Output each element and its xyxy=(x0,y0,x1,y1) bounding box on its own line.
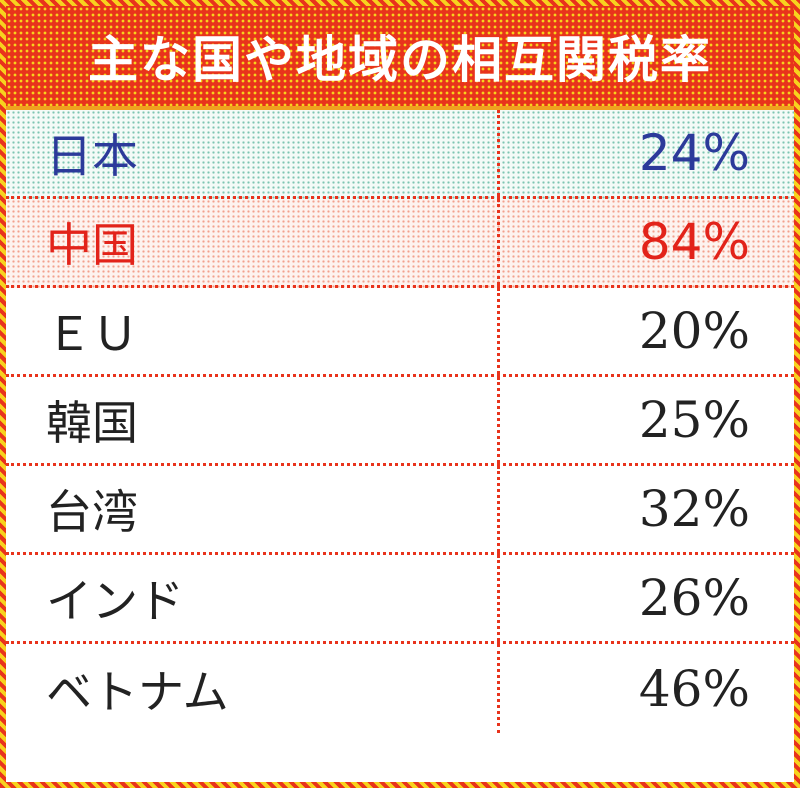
table-row-taiwan: 台湾 32% xyxy=(6,466,794,555)
tariff-rate: 24% xyxy=(638,124,750,182)
tariff-rate: 20% xyxy=(638,302,750,360)
country-name: 日本 xyxy=(6,110,500,196)
tariff-rate: 26% xyxy=(638,569,750,627)
table-row-korea: 韓国 25% xyxy=(6,377,794,466)
country-name: 台湾 xyxy=(6,466,500,552)
country-name: インド xyxy=(6,555,500,641)
table-row-japan: 日本 24% xyxy=(6,110,794,199)
country-name: ベトナム xyxy=(6,644,500,733)
country-name: 中国 xyxy=(6,199,500,285)
table-title: 主な国や地域の相互関税率 xyxy=(88,31,712,89)
tariff-rate: 84% xyxy=(638,213,750,271)
country-name: 韓国 xyxy=(6,377,500,463)
title-bar: 主な国や地域の相互関税率 xyxy=(6,6,794,110)
table-row-eu: ＥＵ 20% xyxy=(6,288,794,377)
table-row-china: 中国 84% xyxy=(6,199,794,288)
tariff-rate: 46% xyxy=(638,659,750,718)
table-row-vietnam: ベトナム 46% xyxy=(6,644,794,733)
tariff-rate: 25% xyxy=(638,391,750,449)
tariff-rate: 32% xyxy=(638,480,750,538)
country-name: ＥＵ xyxy=(6,288,500,374)
tariff-table: 日本 24% 中国 84% ＥＵ 20% 韓国 25% 台湾 32% インド 2… xyxy=(6,110,794,733)
table-row-india: インド 26% xyxy=(6,555,794,644)
